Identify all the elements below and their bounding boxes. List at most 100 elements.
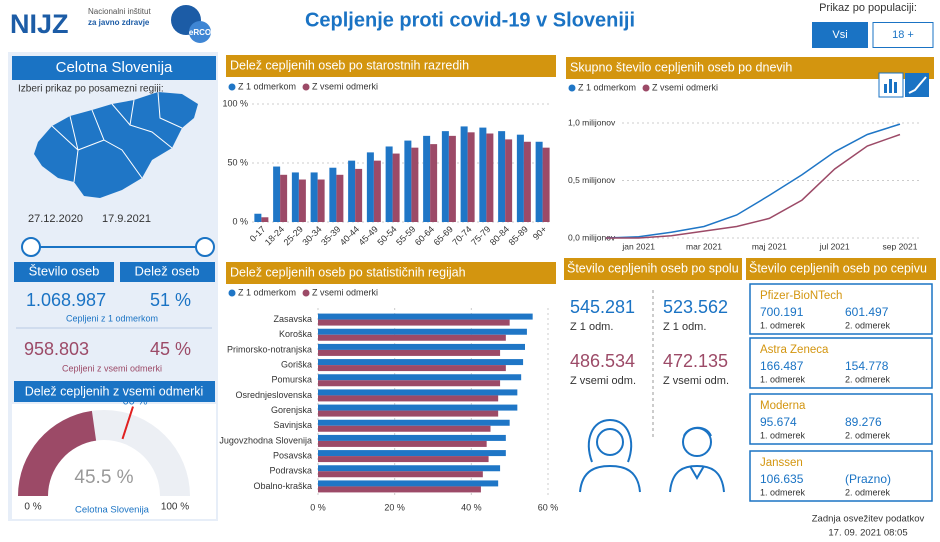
vaccine-name: Janssen (760, 457, 803, 469)
bar (467, 132, 475, 222)
population-button-label[interactable]: 18 + (892, 29, 914, 41)
y-tick-label: Gorenjska (271, 405, 312, 415)
page-title: Cepljenje proti covid-19 v Sloveniji (305, 9, 635, 31)
gauge-subtitle: Celotna Slovenija (75, 505, 150, 516)
region-map[interactable] (34, 91, 198, 198)
bar (348, 160, 356, 222)
column-header-bar (120, 262, 215, 282)
x-tick-label: 25-29 (282, 224, 305, 247)
x-tick-label: jan 2021 (621, 241, 655, 251)
bar (318, 334, 506, 341)
bar (318, 486, 481, 493)
share: 51 % (150, 290, 191, 310)
row-label: Cepljeni z vsemi odmerki (62, 363, 162, 373)
bar (318, 380, 501, 387)
bar (430, 144, 438, 222)
bar (318, 359, 524, 366)
bar (318, 343, 525, 350)
x-tick-label: 60 % (538, 502, 559, 512)
dose-count: 700.191 (760, 305, 804, 319)
dose-label: 2. odmerek (845, 374, 891, 384)
bar (336, 174, 344, 222)
line (605, 123, 901, 239)
legend-label: Z vsemi odmerki (312, 287, 378, 297)
bar (318, 374, 522, 381)
y-tick-label: 50 % (227, 157, 248, 167)
vaccine-card (749, 393, 933, 445)
population-button[interactable] (872, 22, 934, 48)
count-label: Z vsemi odm. (570, 375, 636, 387)
y-tick-label: Osrednjeslovenska (235, 390, 312, 400)
y-tick-label: Savinjska (273, 420, 312, 430)
population-label: Prikaz po populaciji: (819, 2, 917, 14)
bar (310, 172, 318, 222)
bar (298, 179, 306, 222)
chart-title: Skupno število cepljenih oseb po dnevih (570, 60, 792, 74)
date-end: 17.9.2021 (102, 213, 151, 225)
dose-count: 154.778 (845, 359, 889, 373)
y-tick-label: 1,0 milijonov (568, 117, 616, 127)
x-tick-label: 65-69 (432, 224, 455, 247)
row-label: Cepljeni z 1 odmerkom (66, 313, 158, 323)
legend-label: Z vsemi odmerki (312, 81, 378, 91)
date-slider-handle[interactable] (195, 237, 215, 257)
date-slider-handle[interactable] (21, 237, 41, 257)
update-time: 17. 09. 2021 08:05 (828, 528, 907, 539)
x-tick-label: maj 2021 (752, 241, 787, 251)
bar (318, 319, 510, 326)
female-icon (579, 418, 641, 493)
bar (460, 126, 468, 222)
x-tick-label: 18-24 (263, 224, 286, 247)
panel-title: Število cepljenih oseb po spolu (567, 260, 739, 275)
x-tick-label: 55-59 (394, 224, 417, 247)
legend-swatch (302, 289, 310, 297)
line-view-toggle[interactable] (905, 73, 929, 97)
count: 472.135 (663, 351, 728, 371)
bar (523, 141, 531, 222)
panel-title: Število cepljenih oseb po cepivu (749, 260, 927, 275)
count: 545.281 (570, 297, 635, 317)
vaccine-card (749, 283, 933, 335)
bar (318, 480, 499, 487)
bar (318, 349, 501, 356)
y-tick-label: Goriška (281, 359, 312, 369)
dose-count: 601.497 (845, 305, 889, 319)
bar (385, 146, 393, 222)
bar (254, 213, 262, 222)
x-tick-label: 50-54 (375, 224, 398, 247)
dose-label: 1. odmerek (760, 374, 806, 384)
vaccine-card (749, 450, 933, 502)
count: 1.068.987 (26, 290, 106, 310)
dose-label: 2. odmerek (845, 487, 891, 497)
legend-swatch (302, 83, 310, 91)
y-tick-label: Pomurska (271, 375, 312, 385)
x-tick-label: 80-84 (488, 224, 511, 247)
panel-title: Celotna Slovenija (56, 59, 173, 76)
bar (318, 465, 501, 472)
share: 45 % (150, 339, 191, 359)
legend-label: Z 1 odmerkom (578, 82, 636, 92)
logo: NIJZ (10, 9, 69, 39)
column-header: Delež oseb (134, 263, 199, 278)
bar (318, 395, 499, 402)
bar (318, 456, 489, 463)
population-button-label[interactable]: Vsi (832, 29, 847, 41)
count: 958.803 (24, 339, 89, 359)
chart-title-bar (226, 55, 556, 77)
bar-view-toggle[interactable] (878, 72, 904, 98)
bar (318, 328, 527, 335)
y-tick-label: Zasavska (273, 314, 312, 324)
line (606, 133, 901, 239)
bar (392, 153, 400, 222)
y-tick-label: Jugovzhodna Slovenija (219, 435, 312, 445)
x-tick-label: 70-74 (450, 224, 473, 247)
population-button[interactable] (812, 22, 868, 48)
panel-title-bar (12, 56, 216, 80)
y-tick-label: 0 % (232, 216, 248, 226)
y-tick-label: Posavska (273, 450, 312, 460)
chart-title-bar (226, 262, 556, 284)
bar (373, 160, 381, 222)
x-tick-label: 60-64 (413, 224, 436, 247)
